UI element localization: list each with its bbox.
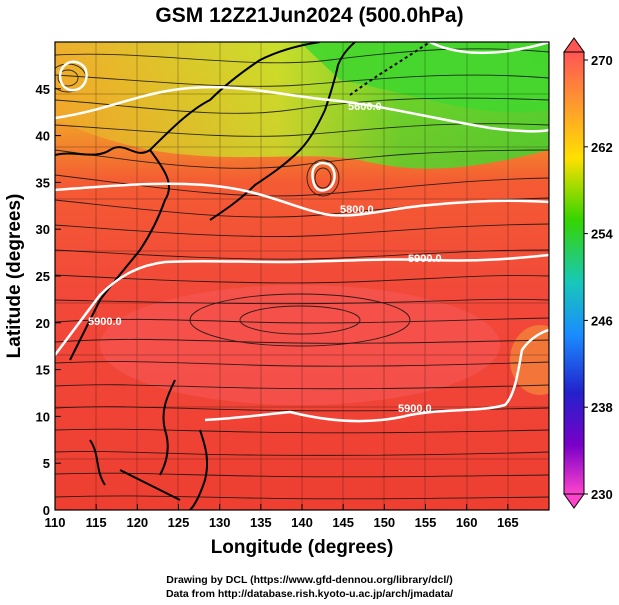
y-tick-label: 10: [36, 409, 50, 424]
contour-label-5900-b: 5900.0: [88, 316, 122, 328]
colorbar-label: 230: [591, 487, 613, 502]
contour-label-5600: 5600.0: [348, 101, 382, 113]
colorbar-label: 246: [591, 313, 613, 328]
colorbar-top-arrow: [563, 37, 585, 53]
grid-lines: [55, 42, 549, 510]
x-tick-label: 115: [86, 515, 107, 530]
colorbar-scale: [563, 51, 585, 495]
y-tick-label: 40: [36, 129, 50, 144]
x-tick-label: 160: [456, 515, 478, 530]
island-chain: [349, 42, 431, 96]
x-tick-label: 140: [291, 515, 313, 530]
temperature-field: 5600.0 5800.0 5900.0 5900.0 5900.0: [55, 42, 549, 510]
credit-line-1: Drawing by DCL (https://www.gfd-dennou.o…: [166, 574, 453, 586]
contour-5900-line-b: [204, 328, 549, 423]
colorbar-label: 270: [591, 53, 613, 68]
y-tick-label: 25: [36, 269, 50, 284]
wind-streamlines: [55, 48, 549, 500]
geopotential-contours: [55, 42, 549, 423]
x-tick-label: 135: [250, 515, 272, 530]
contour-label-5900-c: 5900.0: [398, 403, 432, 415]
contour-closed-nw: [58, 60, 88, 92]
contour-closed-low: [311, 161, 336, 192]
colorbar-label: 262: [591, 140, 613, 155]
x-axis-ticks: 110 115 120 125 130 135 140 145 150 155 160 165: [45, 504, 519, 530]
contour-5800-line: [55, 182, 549, 217]
x-tick-label: 145: [332, 515, 354, 530]
colorbar-label: 254: [591, 227, 613, 242]
y-tick-label: 15: [36, 363, 50, 378]
y-axis-label: Latitude (degrees): [4, 194, 25, 359]
x-tick-label: 110: [45, 515, 66, 530]
y-tick-label: 35: [36, 175, 50, 190]
y-axis-ticks: 0 5 10 15 20 25 30 35 40 45: [36, 82, 61, 518]
x-tick-label: 150: [373, 515, 395, 530]
x-tick-label: 130: [209, 515, 231, 530]
y-tick-label: 20: [36, 316, 50, 331]
colorbar-label: 238: [591, 400, 613, 415]
y-tick-label: 30: [36, 222, 50, 237]
y-tick-label: 45: [36, 82, 50, 97]
contour-5600-line: [55, 85, 549, 133]
x-tick-label: 165: [497, 515, 519, 530]
coastline: [55, 42, 356, 510]
map-title: GSM 12Z21Jun2024 (500.0hPa): [155, 4, 464, 27]
credit-line-2: Data from http://database.rish.kyoto-u.a…: [165, 588, 454, 600]
colorbar-bottom-arrow: [563, 493, 585, 509]
colorbar: 270 262 254 246 238 230: [563, 37, 613, 509]
x-axis-label: Longitude (degrees): [210, 537, 394, 558]
x-tick-label: 125: [168, 515, 190, 530]
x-tick-label: 120: [126, 515, 148, 530]
contour-ne: [429, 42, 549, 55]
y-tick-label: 0: [43, 503, 50, 518]
contour-label-5800: 5800.0: [340, 204, 374, 216]
contour-labels: 5600.0 5800.0 5900.0 5900.0 5900.0: [88, 101, 442, 415]
contour-label-5900-a: 5900.0: [408, 253, 442, 265]
contour-5900-line-a: [55, 253, 549, 356]
x-tick-label: 155: [415, 515, 437, 530]
y-tick-label: 5: [43, 456, 50, 471]
colorbar-ticks: 270 262 254 246 238 230: [584, 53, 613, 502]
